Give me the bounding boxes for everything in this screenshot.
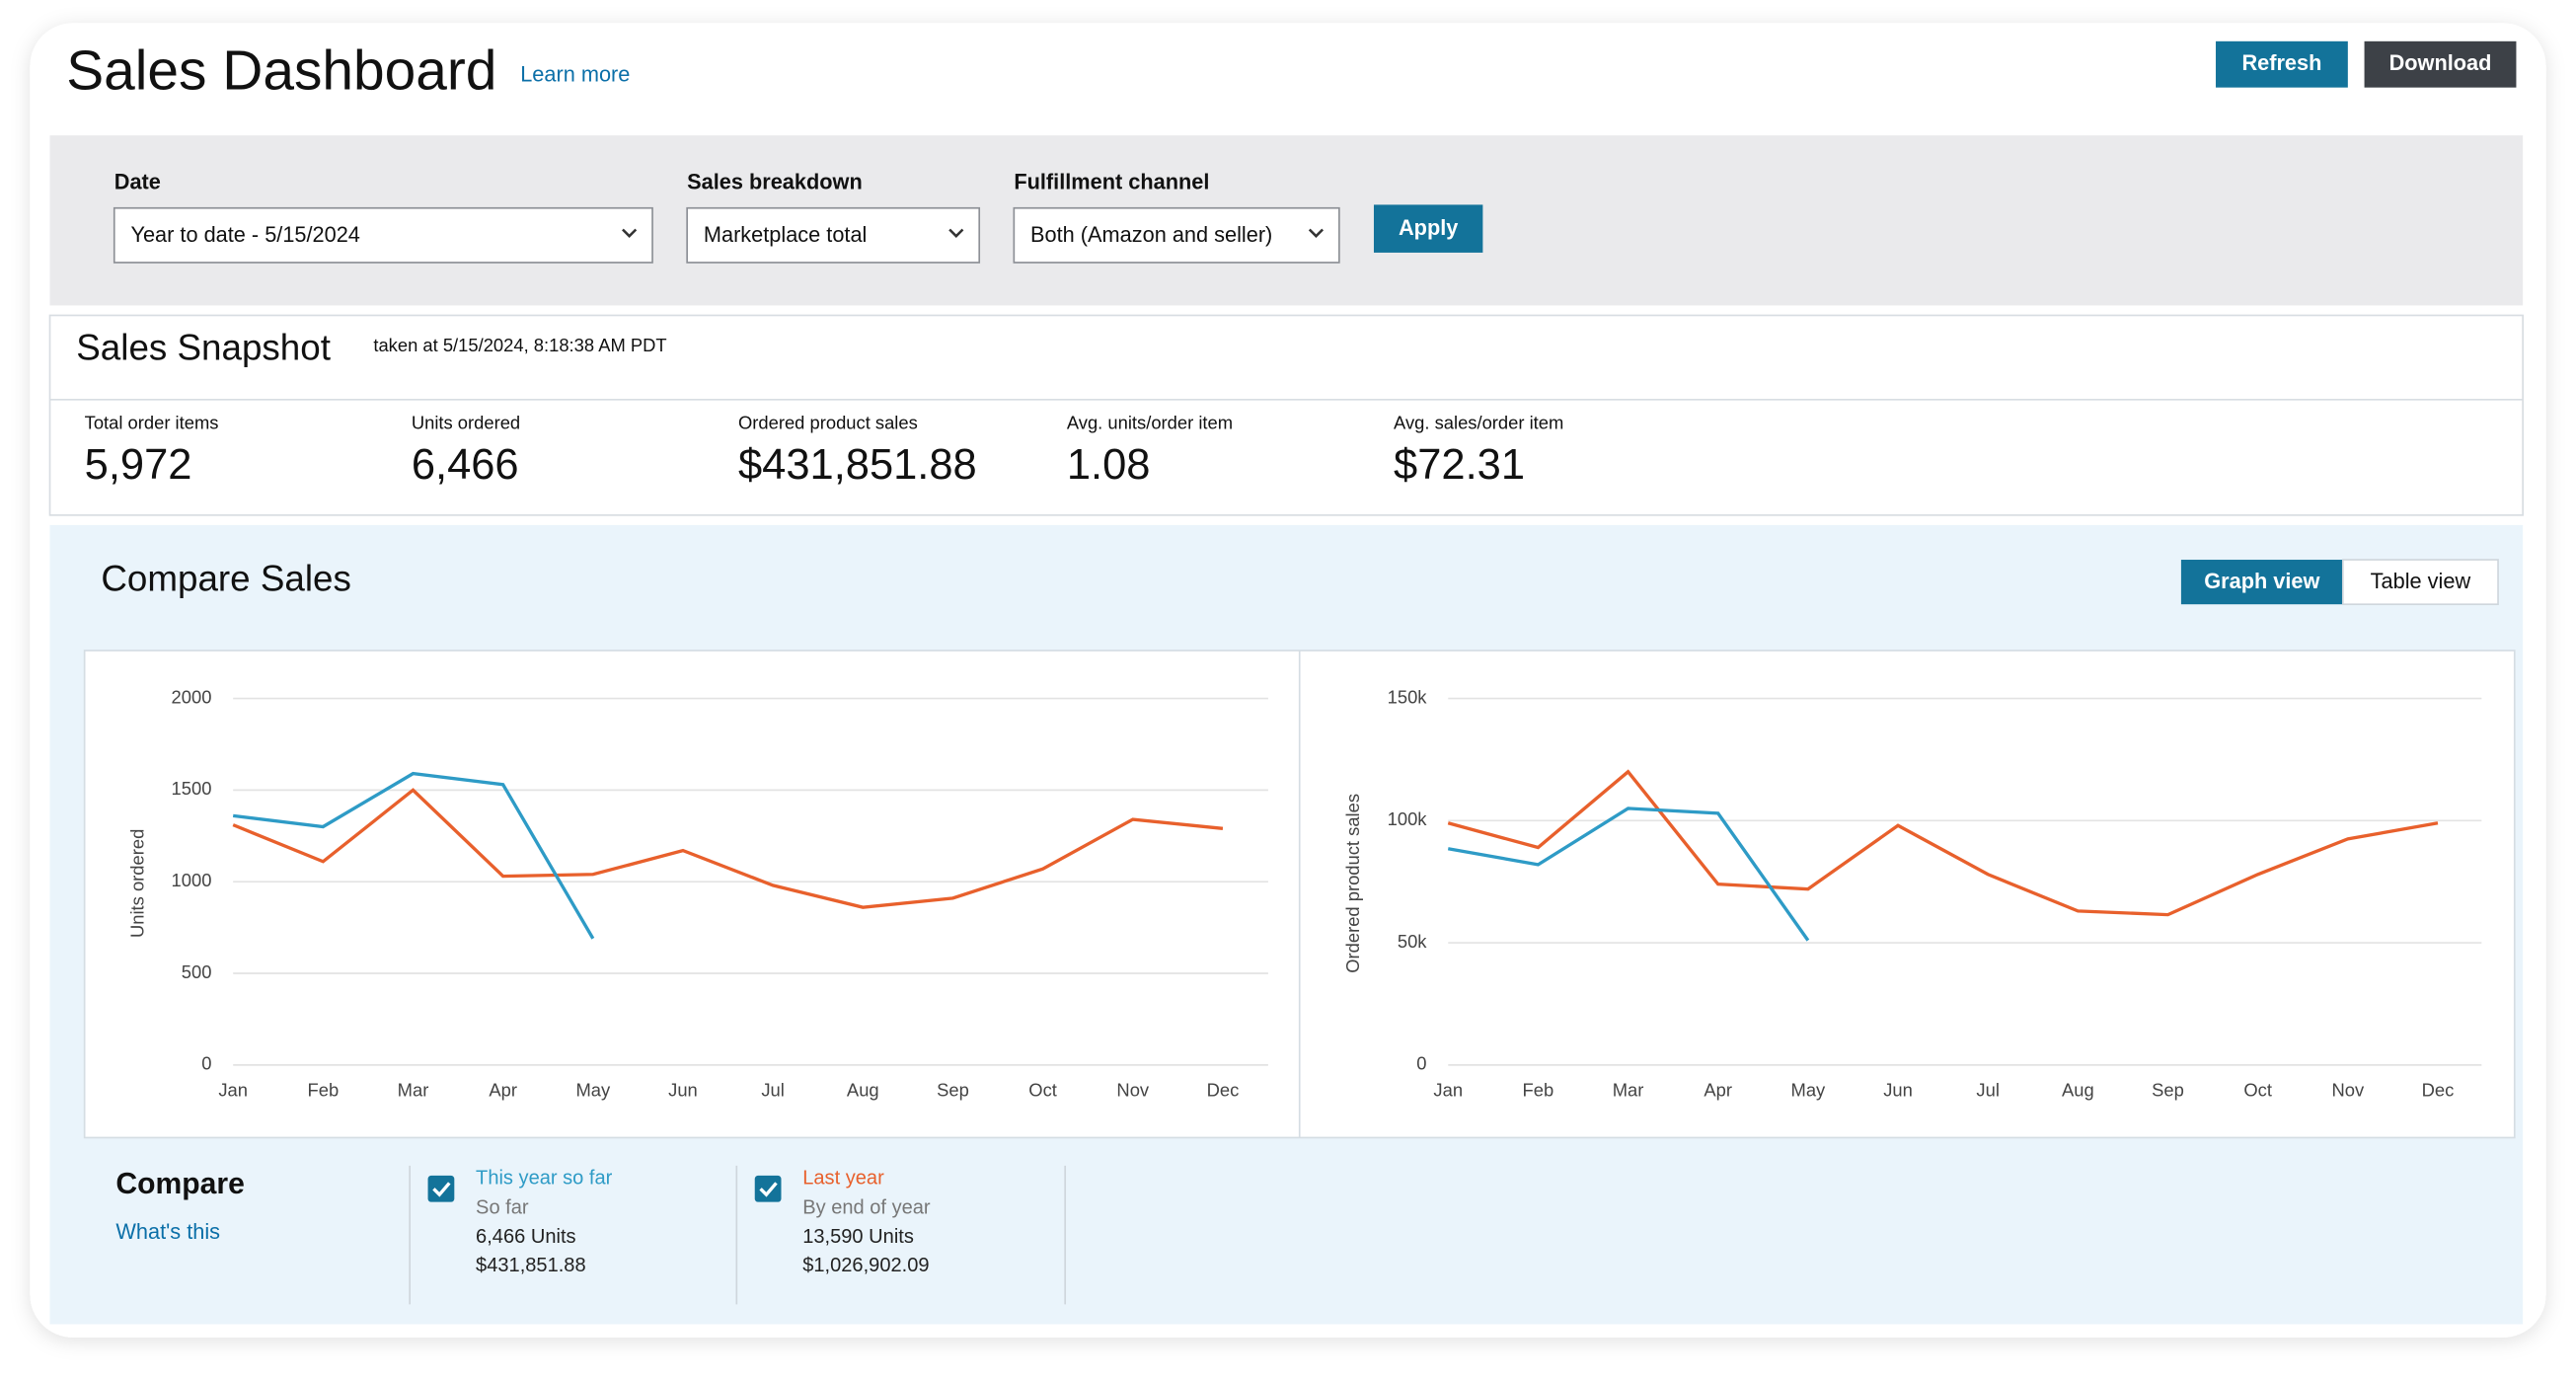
page-title: Sales Dashboard (66, 39, 496, 102)
apply-label[interactable]: Apply (1399, 215, 1458, 240)
select-box[interactable] (686, 206, 981, 264)
table-view-label[interactable]: Table view (2371, 569, 2471, 593)
metric-label: Avg. sales/order item (1394, 413, 1563, 433)
x-tick-label: Oct (2243, 1079, 2272, 1100)
x-tick-label: Sep (2152, 1079, 2184, 1100)
metric-value: 1.08 (1067, 441, 1151, 489)
filter-label: Fulfillment channel (1014, 169, 1209, 193)
legend-name: Last year (802, 1168, 884, 1190)
apply-button[interactable] (1373, 204, 1483, 253)
x-tick-label: Dec (2422, 1079, 2455, 1100)
filter-label: Sales breakdown (687, 169, 863, 193)
x-tick-label: Feb (308, 1079, 340, 1100)
y-tick-label: 1000 (172, 870, 212, 890)
y-tick-label: 500 (182, 961, 212, 982)
refresh-button[interactable] (2216, 40, 2348, 88)
y-axis-label: Units ordered (127, 829, 148, 938)
x-tick-label: Aug (2062, 1079, 2094, 1100)
x-tick-label: Sep (937, 1079, 969, 1100)
x-tick-label: Jul (761, 1079, 785, 1100)
y-tick-label: 2000 (172, 686, 212, 707)
snapshot-time: taken at 5/15/2024, 8:18:38 AM PDT (373, 335, 666, 355)
x-tick-label: Dec (1207, 1079, 1240, 1100)
y-tick-label: 100k (1388, 808, 1428, 829)
download-button[interactable] (2364, 40, 2517, 88)
x-tick-label: May (1791, 1079, 1827, 1100)
x-tick-label: Jul (1976, 1079, 2000, 1100)
graph-view-label[interactable]: Graph view (2204, 569, 2319, 593)
chevron-icon (622, 228, 638, 238)
x-tick-label: Feb (1523, 1079, 1554, 1100)
check-icon (759, 1182, 778, 1197)
series-line (232, 771, 595, 940)
compare-title: Compare (115, 1168, 244, 1200)
legend-detail: $1,026,902.09 (802, 1255, 929, 1276)
chevron-icon (1308, 228, 1325, 238)
legend-detail: 13,590 Units (802, 1226, 914, 1248)
metric-value: $72.31 (1394, 441, 1525, 489)
metric-label: Units ordered (412, 413, 520, 433)
metric-value: $431,851.88 (738, 441, 977, 489)
select-box[interactable] (113, 206, 653, 264)
snapshot-panel (48, 314, 2524, 516)
legend-detail: 6,466 Units (476, 1226, 575, 1248)
x-tick-label: Apr (489, 1079, 517, 1100)
x-tick-label: Jan (1433, 1079, 1463, 1100)
checkbox[interactable] (754, 1175, 782, 1202)
series-line (1447, 806, 1810, 942)
metric-value: 5,972 (85, 441, 192, 489)
x-tick-label: Jun (1883, 1079, 1913, 1100)
refresh-label[interactable]: Refresh (2241, 50, 2321, 75)
legend-detail: By end of year (802, 1197, 931, 1219)
x-tick-label: Jun (668, 1079, 698, 1100)
legend-detail: $431,851.88 (476, 1255, 586, 1276)
x-tick-label: Nov (2331, 1079, 2364, 1100)
checkbox[interactable] (427, 1175, 455, 1202)
legend-name: This year so far (476, 1168, 613, 1190)
whats-this-link[interactable]: What's this (115, 1219, 220, 1244)
chevron-icon (948, 228, 964, 238)
y-tick-label: 0 (1416, 1053, 1426, 1074)
series-line (232, 788, 1224, 909)
table-view-tab[interactable] (2341, 559, 2499, 606)
graph-view-tab[interactable] (2180, 560, 2343, 605)
x-tick-label: Aug (847, 1079, 879, 1100)
x-tick-label: Oct (1028, 1079, 1057, 1100)
select-value[interactable]: Year to date - 5/15/2024 (130, 222, 359, 247)
select-value[interactable]: Marketplace total (704, 222, 868, 247)
check-icon (432, 1182, 451, 1197)
y-tick-label: 50k (1398, 931, 1427, 952)
y-tick-label: 150k (1388, 686, 1428, 707)
filter-label: Date (114, 169, 161, 193)
metric-label: Avg. units/order item (1067, 413, 1233, 433)
legend-detail: So far (476, 1197, 529, 1219)
y-tick-label: 1500 (172, 778, 212, 799)
y-tick-label: 0 (201, 1053, 211, 1074)
learn-more-link[interactable]: Learn more (520, 62, 630, 87)
x-tick-label: Mar (398, 1079, 429, 1100)
compare-sales-title: Compare Sales (101, 558, 351, 598)
download-label[interactable]: Download (2389, 50, 2492, 75)
metric-label: Ordered product sales (738, 413, 918, 433)
metric-value: 6,466 (412, 441, 519, 489)
select-box[interactable] (1013, 206, 1340, 264)
select-value[interactable]: Both (Amazon and seller) (1030, 222, 1272, 247)
series-line (1447, 769, 2439, 917)
x-tick-label: Mar (1613, 1079, 1644, 1100)
metric-label: Total order items (85, 413, 219, 433)
x-tick-label: Apr (1704, 1079, 1732, 1100)
y-axis-label: Ordered product sales (1342, 794, 1363, 973)
x-tick-label: Jan (218, 1079, 248, 1100)
snapshot-title: Sales Snapshot (76, 327, 331, 367)
x-tick-label: May (575, 1079, 611, 1100)
x-tick-label: Nov (1116, 1079, 1149, 1100)
